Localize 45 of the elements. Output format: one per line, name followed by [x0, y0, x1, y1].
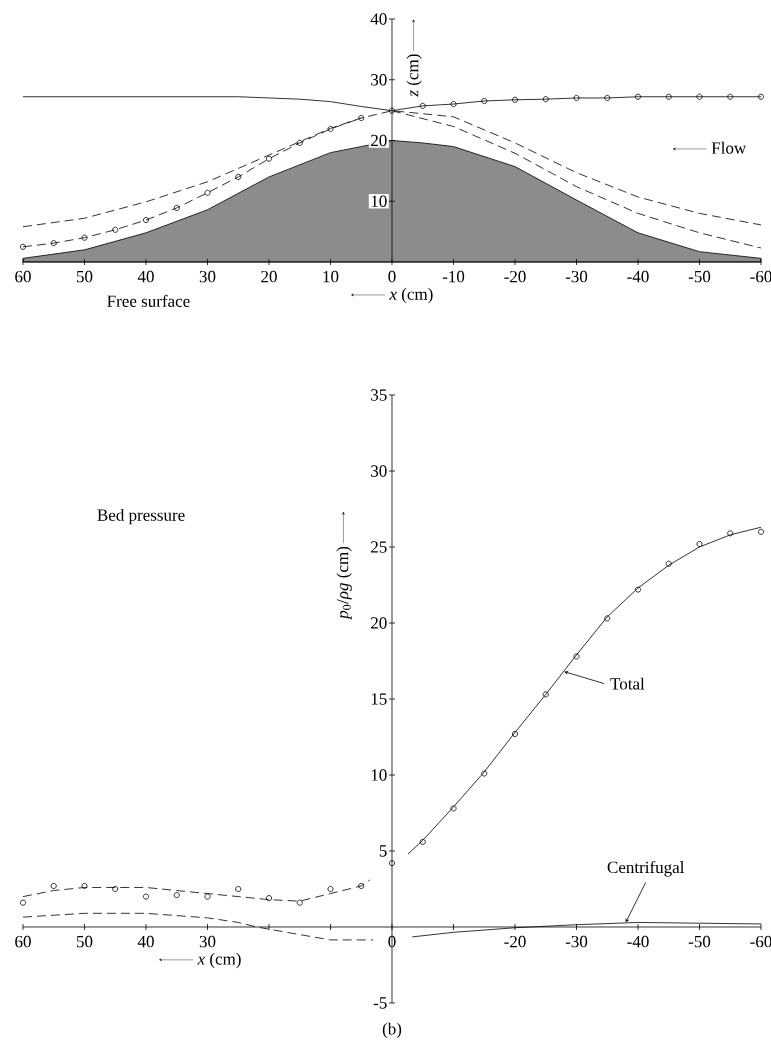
x-tick-label: -60	[750, 935, 771, 948]
x-tick-label: 40	[137, 935, 154, 948]
y-tick-label: 25	[371, 541, 387, 553]
x-axis-title: x (cm)	[389, 287, 433, 304]
y-tick-label: 5	[379, 845, 387, 857]
y-tick-label: -5	[373, 997, 387, 1009]
x-axis-title: x (cm)	[197, 952, 241, 969]
annotation: Centrifugal	[607, 860, 685, 877]
y-tick-label: 35	[371, 389, 387, 401]
x-tick-label: 30	[199, 270, 216, 283]
x-tick-label: -30	[565, 270, 588, 283]
y-tick-label: 20	[371, 617, 387, 629]
x-tick-label: 0	[388, 935, 396, 948]
x-tick-label: 10	[323, 270, 339, 283]
y-tick-label: 15	[371, 693, 387, 705]
annotation: Bed pressure	[97, 508, 185, 525]
x-tick-label: 60	[15, 270, 31, 283]
y-axis-title: z (cm)	[406, 54, 422, 97]
x-tick-label: 60	[15, 935, 31, 948]
x-tick-label: 40	[137, 270, 154, 283]
y-tick-label: 10	[371, 769, 387, 781]
x-tick-label: 0	[388, 270, 396, 283]
x-tick-label: -30	[565, 935, 588, 948]
y-tick-label: 30	[371, 465, 387, 477]
annotation: Total	[610, 677, 645, 690]
x-tick-label: -50	[688, 270, 711, 283]
x-tick-label: -40	[627, 270, 649, 283]
y-tick-label: 40	[370, 13, 387, 25]
x-tick-label: -50	[688, 935, 711, 948]
x-tick-label: 50	[76, 935, 93, 948]
y-axis-title: p$_{0}$/ρg (cm)	[336, 546, 352, 620]
x-tick-label: -20	[504, 270, 526, 283]
y-tick-label: 20	[371, 134, 387, 147]
x-tick-label: 50	[76, 270, 93, 283]
x-tick-label: -60	[750, 270, 771, 283]
x-tick-label: 20	[261, 270, 277, 283]
y-tick-label: 10	[371, 195, 387, 207]
x-tick-label: -20	[504, 935, 526, 948]
annotation: Flow	[711, 141, 747, 154]
x-tick-label: 30	[199, 935, 216, 948]
text: Free surface	[107, 294, 190, 307]
x-tick-label: -10	[442, 270, 465, 283]
text: (b)	[382, 1022, 402, 1039]
y-tick-label: 30	[371, 74, 387, 86]
x-tick-label: -40	[627, 935, 649, 948]
